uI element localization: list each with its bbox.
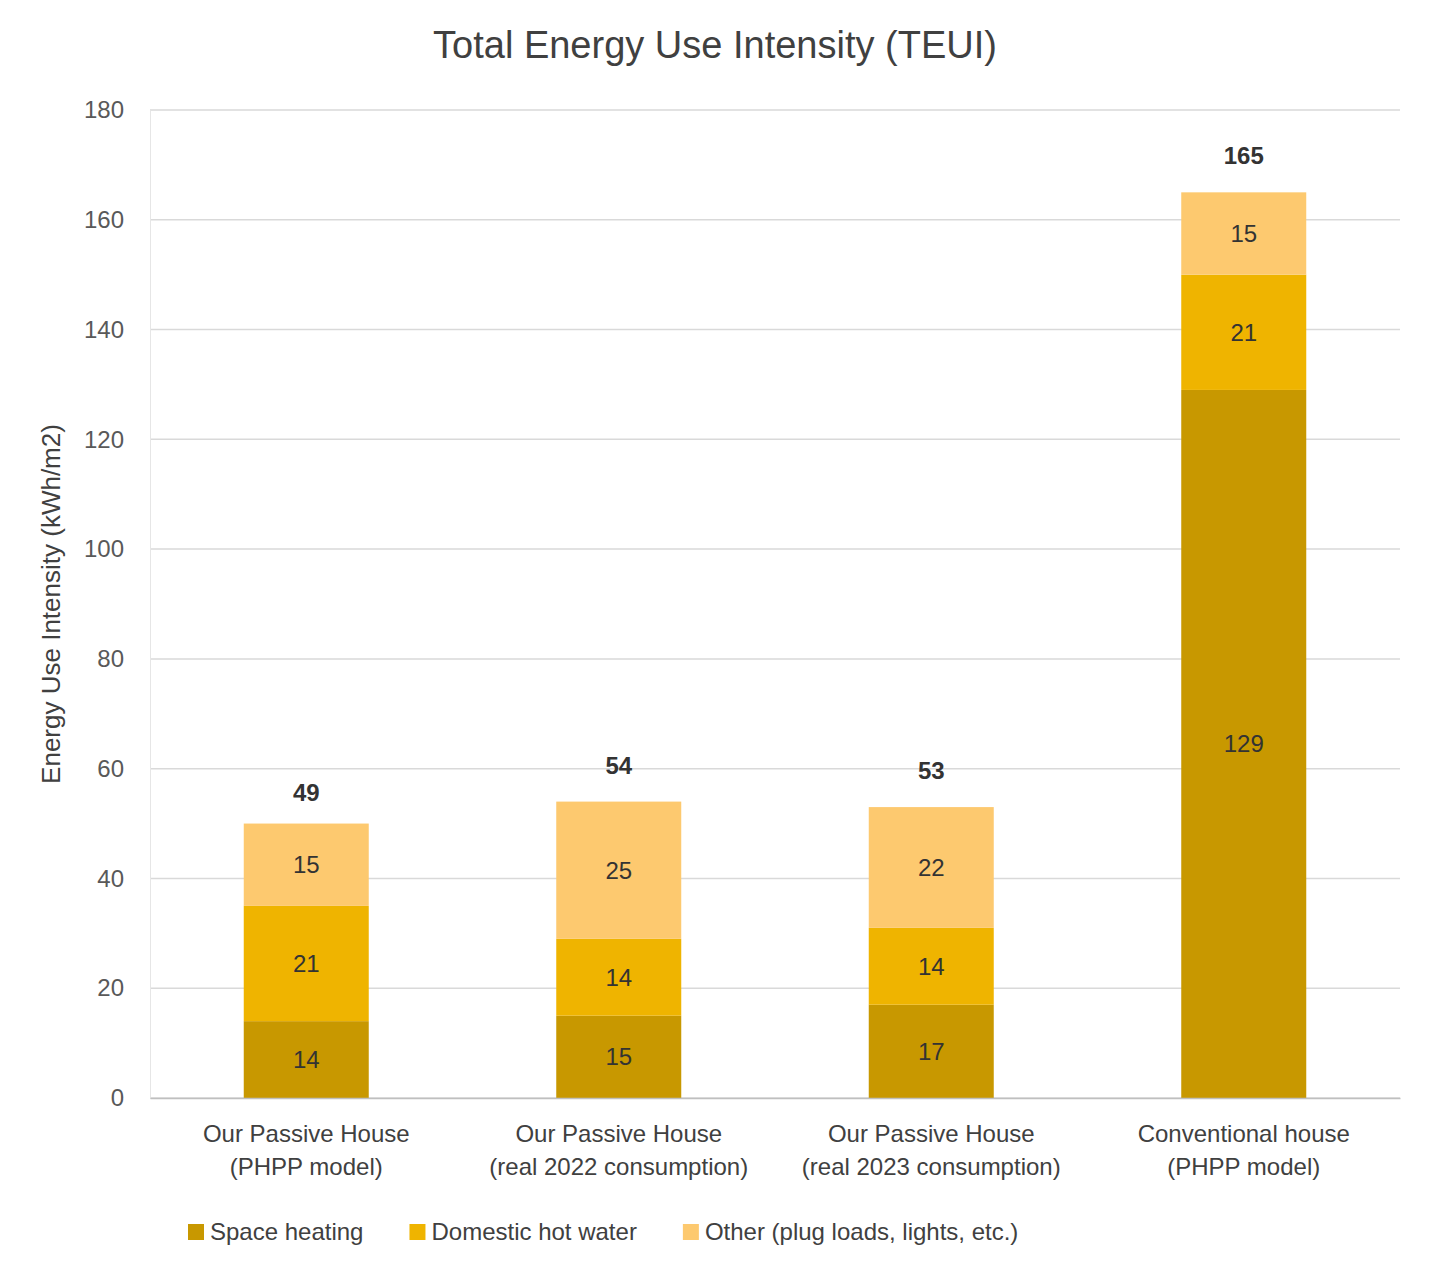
y-axis: 0 20 40 60 80 100 120 140 160 180 bbox=[84, 96, 151, 1111]
x-tick-label-line: (PHPP model) bbox=[1167, 1153, 1320, 1180]
bar bbox=[556, 1016, 681, 1098]
y-tick-label: 120 bbox=[84, 426, 124, 453]
x-tick: Conventional house (PHPP model) bbox=[1138, 1098, 1350, 1180]
x-tick-label-line: (real 2022 consumption) bbox=[489, 1153, 748, 1180]
legend-label: Other (plug loads, lights, etc.) bbox=[705, 1218, 1018, 1245]
data-label: 14 bbox=[293, 1046, 320, 1073]
x-tick-label-line: Our Passive House bbox=[828, 1120, 1035, 1147]
bar bbox=[556, 802, 681, 939]
total-label: 53 bbox=[918, 757, 945, 784]
y-tick-label: 80 bbox=[97, 645, 124, 672]
y-tick: 60 bbox=[97, 755, 150, 782]
total-label: 54 bbox=[605, 752, 632, 779]
data-label: 15 bbox=[605, 1043, 632, 1070]
bar bbox=[869, 928, 994, 1005]
legend-swatch bbox=[409, 1224, 425, 1240]
y-tick-label: 40 bbox=[97, 865, 124, 892]
x-tick-label: Our Passive House (PHPP model) bbox=[203, 1120, 410, 1180]
x-tick-label: Our Passive House (real 2022 consumption) bbox=[489, 1120, 748, 1180]
x-tick: Our Passive House (PHPP model) bbox=[203, 1098, 410, 1180]
y-tick-label: 160 bbox=[84, 206, 124, 233]
y-tick: 120 bbox=[84, 426, 150, 453]
grid bbox=[150, 110, 1400, 1098]
y-tick: 80 bbox=[97, 645, 150, 672]
legend-swatch bbox=[683, 1224, 699, 1240]
bar bbox=[244, 906, 369, 1021]
chart: Total Energy Use Intensity (TEUI) 0 20 40 60… bbox=[0, 0, 1430, 1277]
data-label: 14 bbox=[918, 953, 945, 980]
bars bbox=[244, 192, 1307, 1098]
series bbox=[244, 192, 1307, 938]
y-tick-label: 20 bbox=[97, 974, 124, 1001]
series bbox=[244, 275, 1307, 1021]
data-label: 17 bbox=[918, 1038, 945, 1065]
bar bbox=[244, 824, 369, 906]
y-tick: 20 bbox=[97, 974, 150, 1001]
x-tick-label-line: Conventional house bbox=[1138, 1120, 1350, 1147]
data-label: 25 bbox=[605, 857, 632, 884]
legend-item: Space heating bbox=[188, 1218, 363, 1245]
legend: Space heating Domestic hot water Other (pl… bbox=[188, 1218, 1018, 1245]
series bbox=[244, 390, 1307, 1098]
y-tick-label: 0 bbox=[111, 1084, 124, 1111]
x-tick-label-line: Our Passive House bbox=[515, 1120, 722, 1147]
y-tick: 140 bbox=[84, 316, 150, 343]
data-label: 14 bbox=[605, 964, 632, 991]
x-tick: Our Passive House (real 2023 consumption) bbox=[802, 1098, 1061, 1180]
data-label: 21 bbox=[293, 950, 320, 977]
y-axis-line bbox=[150, 111, 151, 1099]
y-tick-label: 180 bbox=[84, 96, 124, 123]
y-tick-label: 60 bbox=[97, 755, 124, 782]
x-tick-label: Our Passive House (real 2023 consumption) bbox=[802, 1120, 1061, 1180]
x-tick-label: Conventional house (PHPP model) bbox=[1138, 1120, 1350, 1180]
bar bbox=[244, 1021, 369, 1098]
data-label: 15 bbox=[1230, 220, 1257, 247]
y-tick-label: 100 bbox=[84, 535, 124, 562]
bar bbox=[869, 1005, 994, 1098]
data-label: 22 bbox=[918, 854, 945, 881]
y-tick: 160 bbox=[84, 206, 150, 233]
totals: 49 54 53 165 bbox=[293, 142, 1264, 806]
y-tick: 180 bbox=[84, 96, 150, 123]
data-label: 15 bbox=[293, 851, 320, 878]
x-tick-label-line: (PHPP model) bbox=[230, 1153, 383, 1180]
title: Total Energy Use Intensity (TEUI) bbox=[433, 24, 997, 66]
legend-label: Domestic hot water bbox=[431, 1218, 636, 1245]
bar bbox=[1181, 390, 1306, 1098]
legend-item: Other (plug loads, lights, etc.) bbox=[683, 1218, 1018, 1245]
legend-item: Domestic hot water bbox=[409, 1218, 636, 1245]
y-tick-label: 140 bbox=[84, 316, 124, 343]
total-label: 49 bbox=[293, 779, 320, 806]
total-label: 165 bbox=[1224, 142, 1264, 169]
x-tick: Our Passive House (real 2022 consumption) bbox=[489, 1098, 748, 1180]
x-axis: Our Passive House(PHPP model)Our Passive… bbox=[151, 1098, 1401, 1180]
x-tick-label-line: (real 2023 consumption) bbox=[802, 1153, 1061, 1180]
x-tick-label-line: Our Passive House bbox=[203, 1120, 410, 1147]
y-tick: 0 bbox=[111, 1084, 150, 1111]
data-label: 129 bbox=[1224, 730, 1264, 757]
legend-label: Space heating bbox=[210, 1218, 363, 1245]
y-tick: 40 bbox=[97, 865, 150, 892]
grid-line bbox=[150, 109, 1400, 111]
legend-swatch bbox=[188, 1224, 204, 1240]
bar bbox=[869, 807, 994, 928]
bar bbox=[1181, 275, 1306, 390]
x-axis-line bbox=[151, 1098, 1401, 1100]
y-tick: 100 bbox=[84, 535, 150, 562]
y-axis-title: Energy Use Intensity (kWh/m2) bbox=[36, 424, 66, 784]
data-labels: 14 15 17 129 21 14 14 21 15 25 22 15 bbox=[293, 220, 1264, 1073]
bar bbox=[556, 939, 681, 1016]
data-label: 21 bbox=[1230, 319, 1257, 346]
bar bbox=[1181, 192, 1306, 274]
